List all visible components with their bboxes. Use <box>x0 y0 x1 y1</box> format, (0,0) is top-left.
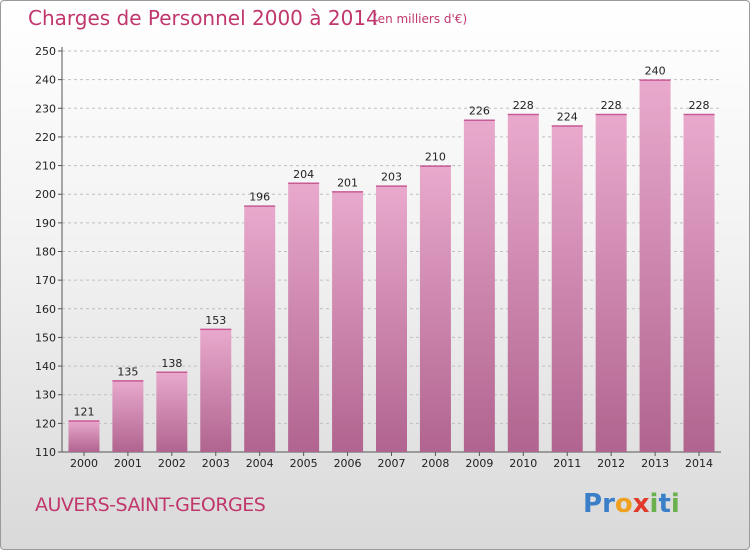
bar <box>288 182 320 452</box>
bar <box>507 114 539 452</box>
bar <box>683 114 715 452</box>
x-tick-label: 2012 <box>597 457 625 470</box>
y-tick-label: 190 <box>35 217 56 230</box>
value-label: 228 <box>513 99 534 112</box>
value-label: 135 <box>117 365 138 378</box>
value-label: 228 <box>689 99 710 112</box>
y-tick-label: 110 <box>35 446 56 459</box>
value-label: 196 <box>249 191 270 204</box>
value-label: 204 <box>293 168 314 181</box>
value-label: 203 <box>381 171 402 184</box>
value-label: 138 <box>161 357 182 370</box>
bar <box>419 165 451 453</box>
value-label: 210 <box>425 151 446 164</box>
bar <box>200 328 232 452</box>
x-tick-label: 2000 <box>70 457 98 470</box>
x-tick-label: 2014 <box>685 457 713 470</box>
logo-letter: i <box>670 489 680 519</box>
bar <box>244 205 276 452</box>
proxiti-logo: Proxiti <box>583 489 680 519</box>
logo-letter: t <box>658 489 671 519</box>
x-tick-label: 2006 <box>334 457 362 470</box>
value-label: 240 <box>645 65 666 78</box>
place-name: AUVERS-SAINT-GEORGES <box>35 494 266 516</box>
y-tick-label: 210 <box>35 160 56 173</box>
bar <box>551 125 583 452</box>
y-tick-label: 150 <box>35 331 56 344</box>
chart-title: Charges de Personnel 2000 à 2014 <box>28 6 379 30</box>
y-tick-label: 140 <box>35 360 56 373</box>
y-tick-label: 120 <box>35 417 56 430</box>
x-tick-label: 2002 <box>158 457 186 470</box>
value-label: 228 <box>601 99 622 112</box>
bar <box>68 420 100 452</box>
logo-letter: i <box>649 489 659 519</box>
bar <box>595 114 627 452</box>
x-tick-label: 2001 <box>114 457 142 470</box>
value-label: 153 <box>205 314 226 327</box>
y-tick-label: 130 <box>35 389 56 402</box>
logo-letter: x <box>632 489 650 519</box>
x-tick-label: 2008 <box>421 457 449 470</box>
bars <box>68 79 715 453</box>
value-label: 201 <box>337 176 358 189</box>
logo-letter: o <box>614 489 633 519</box>
logo-letter: r <box>602 489 615 519</box>
bar <box>639 79 671 453</box>
y-tick-label: 250 <box>35 45 56 58</box>
bar <box>376 185 407 452</box>
y-tick-label: 220 <box>35 131 56 144</box>
x-tick-label: 2009 <box>465 457 493 470</box>
chart-subtitle: (en milliers d'€) <box>373 12 468 26</box>
logo-letter: P <box>583 489 603 519</box>
y-tick-label: 170 <box>35 274 56 287</box>
x-tick-label: 2004 <box>246 457 274 470</box>
value-label: 121 <box>73 405 94 418</box>
x-tick-label: 2003 <box>202 457 230 470</box>
y-tick-label: 230 <box>35 102 56 115</box>
value-label: 224 <box>557 110 578 123</box>
bar <box>156 371 188 452</box>
value-label: 226 <box>469 105 490 118</box>
y-tick-label: 180 <box>35 246 56 259</box>
bar <box>112 380 144 452</box>
x-tick-label: 2010 <box>509 457 537 470</box>
x-tick-label: 2005 <box>290 457 318 470</box>
x-tick-label: 2011 <box>553 457 581 470</box>
value-labels: 121 135 138 153 196 204 201 203 210 226 228 224 228 2… <box>73 65 709 419</box>
bar <box>332 191 364 452</box>
y-tick-label: 200 <box>35 188 56 201</box>
y-tick-label: 240 <box>35 74 56 87</box>
bar <box>463 119 495 452</box>
x-tick-label: 2013 <box>641 457 669 470</box>
y-tick-label: 160 <box>35 303 56 316</box>
x-tick-label: 2007 <box>378 457 406 470</box>
